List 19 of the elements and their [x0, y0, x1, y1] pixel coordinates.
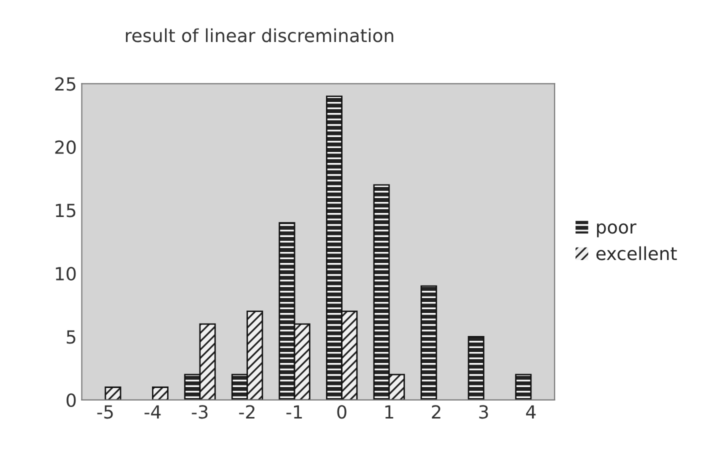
y-tick-label: 10 [56, 266, 76, 281]
x-tick-label: 2 [432, 405, 440, 418]
y-tick-label: 20 [55, 140, 76, 154]
y-tick-label: 5 [66, 330, 76, 344]
legend-label: excellent [596, 246, 677, 260]
x-tick-label: -1 [286, 405, 302, 418]
x-tick-label: 3 [479, 405, 488, 419]
y-tick-label: 15 [56, 204, 76, 218]
y-tick-label: 25 [55, 77, 76, 91]
x-tick-label: 4 [526, 405, 536, 418]
y-tick-label: 0 [66, 393, 76, 408]
chart-title: result of linear discremination [126, 28, 394, 42]
x-tick-label: 0 [337, 405, 346, 419]
x-tick-label: -2 [239, 405, 254, 418]
x-tick-label: -3 [192, 405, 208, 419]
x-tick-label: 1 [385, 405, 394, 418]
x-tick-label: -4 [144, 405, 161, 418]
x-tick-label: -5 [97, 405, 113, 419]
legend-label: poor [597, 223, 636, 238]
